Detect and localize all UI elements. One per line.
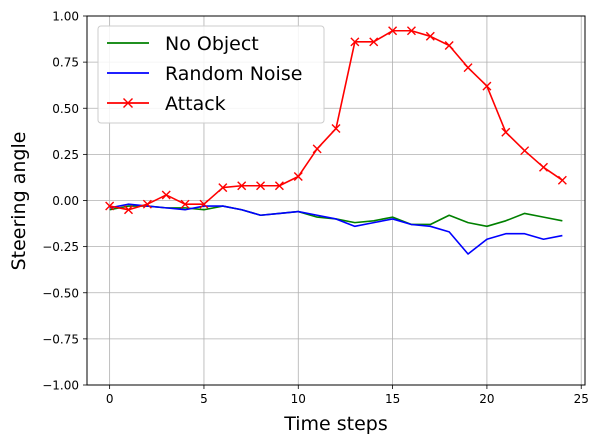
legend-label: Attack bbox=[165, 93, 226, 115]
legend-item-no-object: No Object bbox=[107, 33, 259, 55]
legend-item-attack: Attack bbox=[107, 93, 226, 115]
x-tick-label: 0 bbox=[106, 392, 114, 406]
attack-point bbox=[482, 81, 492, 91]
attack-point bbox=[218, 183, 228, 193]
y-tick-label: −0.50 bbox=[42, 286, 79, 300]
y-tick-label: 0.75 bbox=[52, 56, 79, 70]
y-tick-label: −0.75 bbox=[42, 332, 79, 346]
attack-point bbox=[388, 26, 398, 36]
attack-point bbox=[406, 26, 416, 36]
attack-point bbox=[463, 63, 473, 73]
x-tick-label: 10 bbox=[291, 392, 306, 406]
attack-point bbox=[539, 162, 548, 172]
attack-point bbox=[142, 199, 152, 209]
attack-point bbox=[256, 181, 266, 191]
random-noise-series-line bbox=[109, 203, 563, 255]
attack-point bbox=[369, 37, 379, 47]
x-tick-label: 20 bbox=[479, 392, 494, 406]
y-tick-label: −0.25 bbox=[42, 240, 79, 254]
legend: No Object Random Noise Attack bbox=[97, 25, 325, 124]
series-layer bbox=[105, 26, 567, 255]
attack-point bbox=[180, 199, 190, 209]
attack-point bbox=[444, 41, 454, 51]
attack-point bbox=[161, 190, 171, 200]
x-axis-label: Time steps bbox=[283, 413, 388, 435]
legend-label: Random Noise bbox=[165, 63, 302, 85]
x-tick-label: 5 bbox=[200, 392, 208, 406]
attack-point bbox=[331, 124, 341, 134]
y-tick-label: −1.00 bbox=[42, 379, 79, 393]
y-axis-label: Steering angle bbox=[8, 132, 30, 271]
attack-point bbox=[501, 127, 511, 137]
attack-point bbox=[237, 181, 247, 191]
legend-label: No Object bbox=[165, 33, 259, 55]
attack-point bbox=[350, 37, 360, 47]
attack-point bbox=[520, 146, 530, 156]
legend-box bbox=[97, 25, 325, 124]
y-tick-label: 1.00 bbox=[52, 10, 79, 24]
attack-point bbox=[312, 144, 322, 154]
axis-ticks: 0 5 10 15 20 25 −1.00 −0.75 −0.50 −0.25 0.00 0.25 0.… bbox=[42, 10, 589, 407]
attack-point bbox=[105, 201, 115, 211]
y-tick-label: 0.50 bbox=[52, 102, 79, 116]
y-tick-label: 0.25 bbox=[52, 148, 79, 162]
y-tick-label: 0.00 bbox=[52, 194, 79, 208]
attack-point bbox=[199, 199, 209, 209]
x-tick-label: 15 bbox=[385, 392, 400, 406]
attack-point bbox=[274, 181, 284, 191]
x-tick-label: 25 bbox=[574, 392, 589, 406]
attack-point bbox=[425, 31, 435, 41]
attack-point bbox=[124, 205, 133, 215]
legend-item-random-noise: Random Noise bbox=[107, 63, 302, 85]
attack-point bbox=[293, 172, 303, 182]
grid-lines bbox=[87, 15, 585, 386]
attack-point bbox=[557, 175, 567, 185]
